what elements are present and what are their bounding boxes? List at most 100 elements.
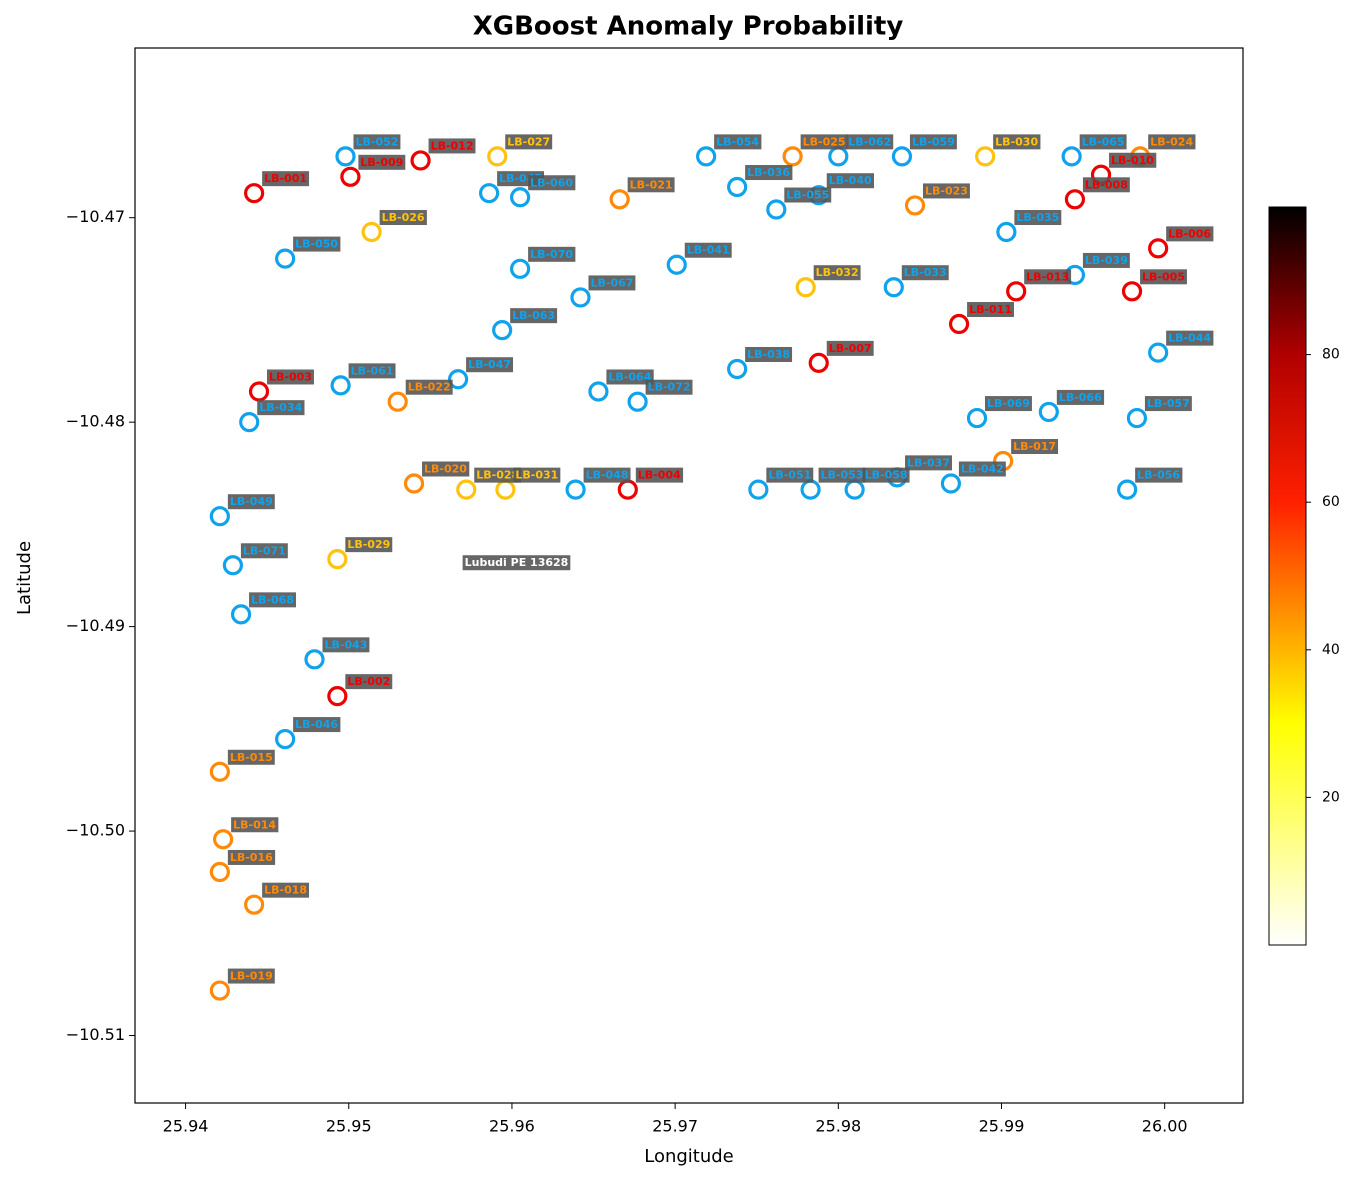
x-tick-label: 25.96 xyxy=(489,1117,535,1136)
label-box xyxy=(227,749,275,765)
point-label: LB-071 xyxy=(243,544,286,557)
point-label: LB-033 xyxy=(904,266,947,279)
marker xyxy=(627,391,648,412)
x-tick-label: 25.95 xyxy=(326,1117,372,1136)
marker xyxy=(510,258,531,279)
marker xyxy=(904,195,926,216)
point-label: LB-066 xyxy=(1059,391,1102,404)
point-label: LB-021 xyxy=(630,178,673,191)
label-box xyxy=(766,467,814,483)
annotation-box xyxy=(462,555,571,571)
label-box xyxy=(267,369,314,385)
x-tick-label: 25.94 xyxy=(163,1117,209,1136)
point-label: LB-016 xyxy=(230,851,273,864)
point-label: LB-059 xyxy=(912,135,955,148)
point-label: LB-002 xyxy=(347,675,390,688)
label-box xyxy=(353,134,401,150)
label-box xyxy=(627,177,675,193)
point-label: LB-037 xyxy=(907,456,950,469)
marker xyxy=(403,473,425,494)
point-label: LB-049 xyxy=(230,495,273,508)
point-label: LB-004 xyxy=(638,469,681,482)
point-label: LB-010 xyxy=(1111,154,1154,167)
colorbar xyxy=(1268,206,1307,946)
x-axis-label: Longitude xyxy=(644,1146,734,1167)
point-label: LB-027 xyxy=(507,135,550,148)
point-label: LB-057 xyxy=(1147,397,1190,410)
label-box xyxy=(249,592,296,608)
point-label: LB-035 xyxy=(1016,211,1059,224)
point-label: LB-003 xyxy=(269,370,312,383)
point-label: LB-009 xyxy=(360,156,403,169)
label-box xyxy=(1011,439,1059,455)
marker xyxy=(975,146,996,167)
label-box xyxy=(993,134,1041,150)
marker xyxy=(966,407,988,429)
marker xyxy=(387,391,408,412)
point-label: LB-011 xyxy=(969,303,1012,316)
label-box xyxy=(909,134,957,150)
label-box xyxy=(583,467,631,483)
point-label: LB-020 xyxy=(424,462,467,475)
point-label: LB-028 xyxy=(476,469,519,482)
marker xyxy=(666,254,687,275)
point-label: LB-038 xyxy=(747,348,790,361)
point-label: LB-058 xyxy=(865,469,908,482)
label-box xyxy=(606,369,654,385)
marker xyxy=(727,358,748,380)
point-label: LB-054 xyxy=(716,135,759,148)
colorbar-tick-label: 20 xyxy=(1322,789,1340,805)
colorbar-tick-label: 60 xyxy=(1322,494,1340,510)
marker xyxy=(340,166,361,187)
point-label: LB-063 xyxy=(512,309,555,322)
marker xyxy=(883,277,904,298)
x-tick-label: 26.00 xyxy=(1142,1117,1188,1136)
marker xyxy=(1148,342,1169,363)
point-label: LB-034 xyxy=(259,401,302,414)
plot-frame xyxy=(134,47,1244,1104)
label-box xyxy=(1140,269,1187,285)
point-label: LB-047 xyxy=(468,358,511,371)
point-label: LB-052 xyxy=(356,135,399,148)
label-box xyxy=(1079,134,1127,150)
point-label: LB-060 xyxy=(530,176,573,189)
label-box xyxy=(262,171,310,187)
label-box xyxy=(923,183,970,199)
point-label: LB-042 xyxy=(961,462,1004,475)
marker xyxy=(275,248,296,269)
marker xyxy=(609,189,630,210)
label-box xyxy=(645,379,693,395)
point-label: LB-001 xyxy=(264,172,307,185)
point-label: LB-026 xyxy=(382,211,425,224)
point-label: LB-068 xyxy=(251,593,294,606)
marker xyxy=(570,287,591,308)
marker xyxy=(565,479,586,500)
marker xyxy=(808,352,829,373)
label-box xyxy=(322,637,370,653)
marker xyxy=(304,649,325,670)
label-box xyxy=(813,265,861,281)
point-label: LB-051 xyxy=(768,469,811,482)
marker xyxy=(456,479,477,500)
marker xyxy=(1061,146,1082,167)
marker xyxy=(410,150,431,171)
marker xyxy=(1064,189,1086,210)
marker xyxy=(244,894,265,915)
label-box xyxy=(784,187,832,203)
y-axis-label: Latitude xyxy=(14,541,35,615)
label-box xyxy=(800,134,848,150)
marker xyxy=(327,549,348,570)
label-box xyxy=(901,265,949,281)
marker xyxy=(782,146,803,167)
label-box xyxy=(985,396,1032,412)
label-box xyxy=(826,340,874,356)
point-label: LB-018 xyxy=(264,884,307,897)
point-label: LB-043 xyxy=(324,638,367,651)
marker xyxy=(209,761,230,782)
point-label: LB-014 xyxy=(233,818,276,831)
marker xyxy=(891,146,913,167)
label-box xyxy=(428,138,476,154)
label-box xyxy=(745,165,793,181)
label-box xyxy=(1082,252,1130,268)
point-label: LB-030 xyxy=(995,135,1038,148)
